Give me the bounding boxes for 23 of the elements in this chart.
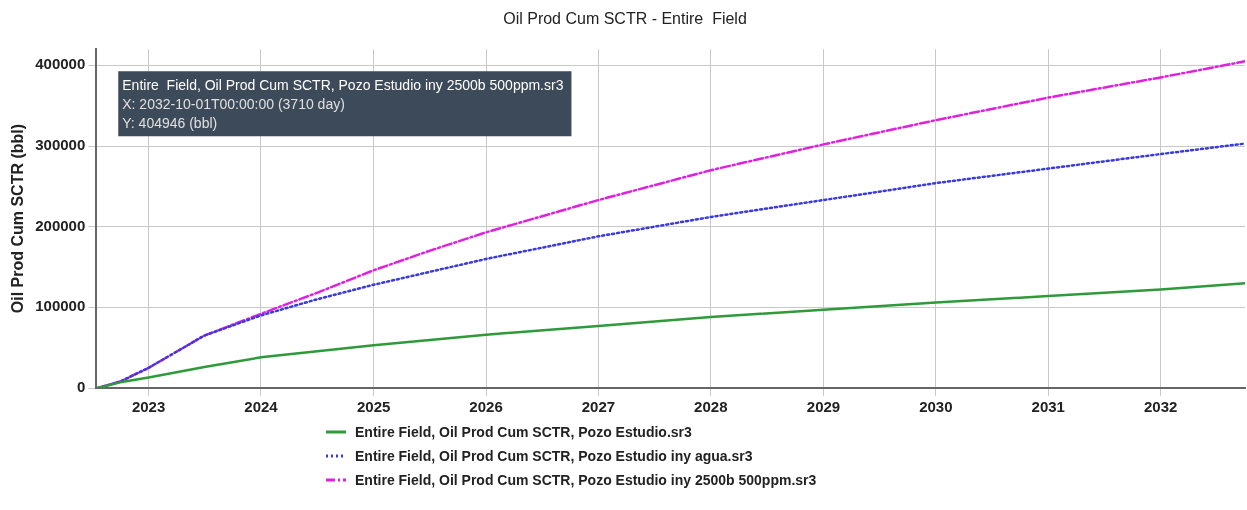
x-tick-label: 2029 [806, 398, 841, 416]
y-tick-label: 400000 [35, 55, 86, 73]
x-tick-label: 2025 [356, 398, 391, 416]
annotation: X: 2032-10-01T00:00:00 (3710 day) [122, 96, 345, 113]
annotation: Entire Field, Oil Prod Cum SCTR, Pozo Estudio iny 2500b 500ppm.sr3 [122, 77, 564, 94]
y-tick-label: 200000 [35, 216, 86, 234]
legend-label: Entire Field, Oil Prod Cum SCTR, Pozo Estudio iny agua.sr3 [355, 448, 753, 464]
chart-title: Oil Prod Cum SCTR - Entire Field [503, 10, 747, 28]
x-tick-label: 2028 [694, 398, 728, 416]
x-tick-label: 2024 [244, 398, 279, 416]
y-tick-label: 0 [76, 378, 86, 396]
x-tick-label: 2027 [581, 398, 616, 416]
y-tick-label: 100000 [35, 297, 86, 315]
x-tick-label: 2030 [919, 398, 953, 416]
x-tick-label: 2026 [469, 398, 503, 416]
legend-label: Entire Field, Oil Prod Cum SCTR, Pozo Estudio iny 2500b 500ppm.sr3 [355, 472, 817, 488]
legend-label: Entire Field, Oil Prod Cum SCTR, Pozo Estudio.sr3 [355, 424, 692, 440]
annotation: Y: 404946 (bbl) [122, 115, 218, 132]
y-tick-label: 300000 [35, 136, 86, 154]
x-tick-label: 2032 [1143, 398, 1178, 416]
y-axis-title: Oil Prod Cum SCTR (bbl) [9, 123, 27, 314]
x-tick-label: 2031 [1031, 398, 1065, 416]
x-tick-label: 2023 [131, 398, 166, 416]
